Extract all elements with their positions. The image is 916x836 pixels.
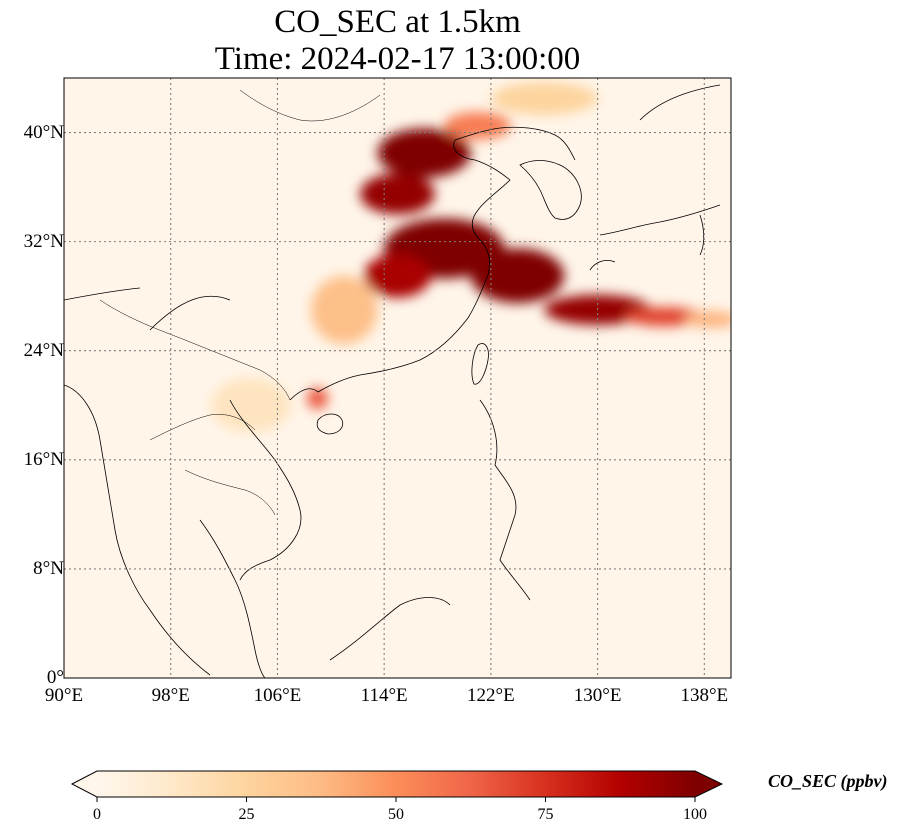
lon-tick-label: 138°E <box>680 685 729 706</box>
gridlines <box>64 78 731 678</box>
lat-tick-label: 8°N <box>33 557 64 579</box>
lat-tick-label: 24°N <box>23 339 64 361</box>
colorbar-gradient <box>97 771 695 797</box>
co-plume-10 <box>310 275 378 344</box>
co-plume-6 <box>624 307 705 327</box>
co-plume-9 <box>444 112 511 140</box>
co-plume-11 <box>490 82 598 115</box>
co-plume-8 <box>306 387 329 410</box>
lon-tick-label: 98°E <box>151 685 190 706</box>
co-plume-1 <box>360 173 435 215</box>
lon-tick-label: 106°E <box>253 685 302 706</box>
co-plume-0 <box>377 128 471 178</box>
co-plume-12 <box>210 378 291 433</box>
coastlines-borders <box>64 84 721 678</box>
lat-tick-label: 16°N <box>23 448 64 470</box>
colorbar-extend-min <box>72 771 97 797</box>
colorbar-tick-label: 0 <box>93 806 101 823</box>
co-plume-3 <box>364 253 431 298</box>
chart-title: CO_SEC at 1.5km <box>274 4 521 40</box>
co-plume-7 <box>684 311 731 328</box>
lon-tick-label: 114°E <box>360 685 408 706</box>
colorbar <box>70 770 724 802</box>
co-plume-4 <box>470 248 565 303</box>
lat-tick-label: 0° <box>46 667 64 688</box>
lat-tick-label: 40°N <box>23 121 64 143</box>
lon-tick-label: 122°E <box>467 685 515 706</box>
lon-tick-label: 90°E <box>44 685 84 706</box>
map-area[interactable] <box>64 78 738 678</box>
colorbar-tick-label: 100 <box>683 806 707 823</box>
chart-time-subtitle: Time: 2024-02-17 13:00:00 <box>214 41 581 77</box>
map-frame <box>63 77 732 679</box>
colorbar-tick-label: 25 <box>238 806 255 823</box>
colorbar-extend-max <box>695 771 722 797</box>
colorbar-tick-label: 50 <box>388 806 404 823</box>
lon-tick-label: 130°E <box>573 685 622 706</box>
lat-tick-label: 32°N <box>23 230 64 252</box>
colorbar-label: CO_SEC (ppbv) <box>768 771 888 791</box>
colorbar-tick-label: 75 <box>537 806 554 823</box>
